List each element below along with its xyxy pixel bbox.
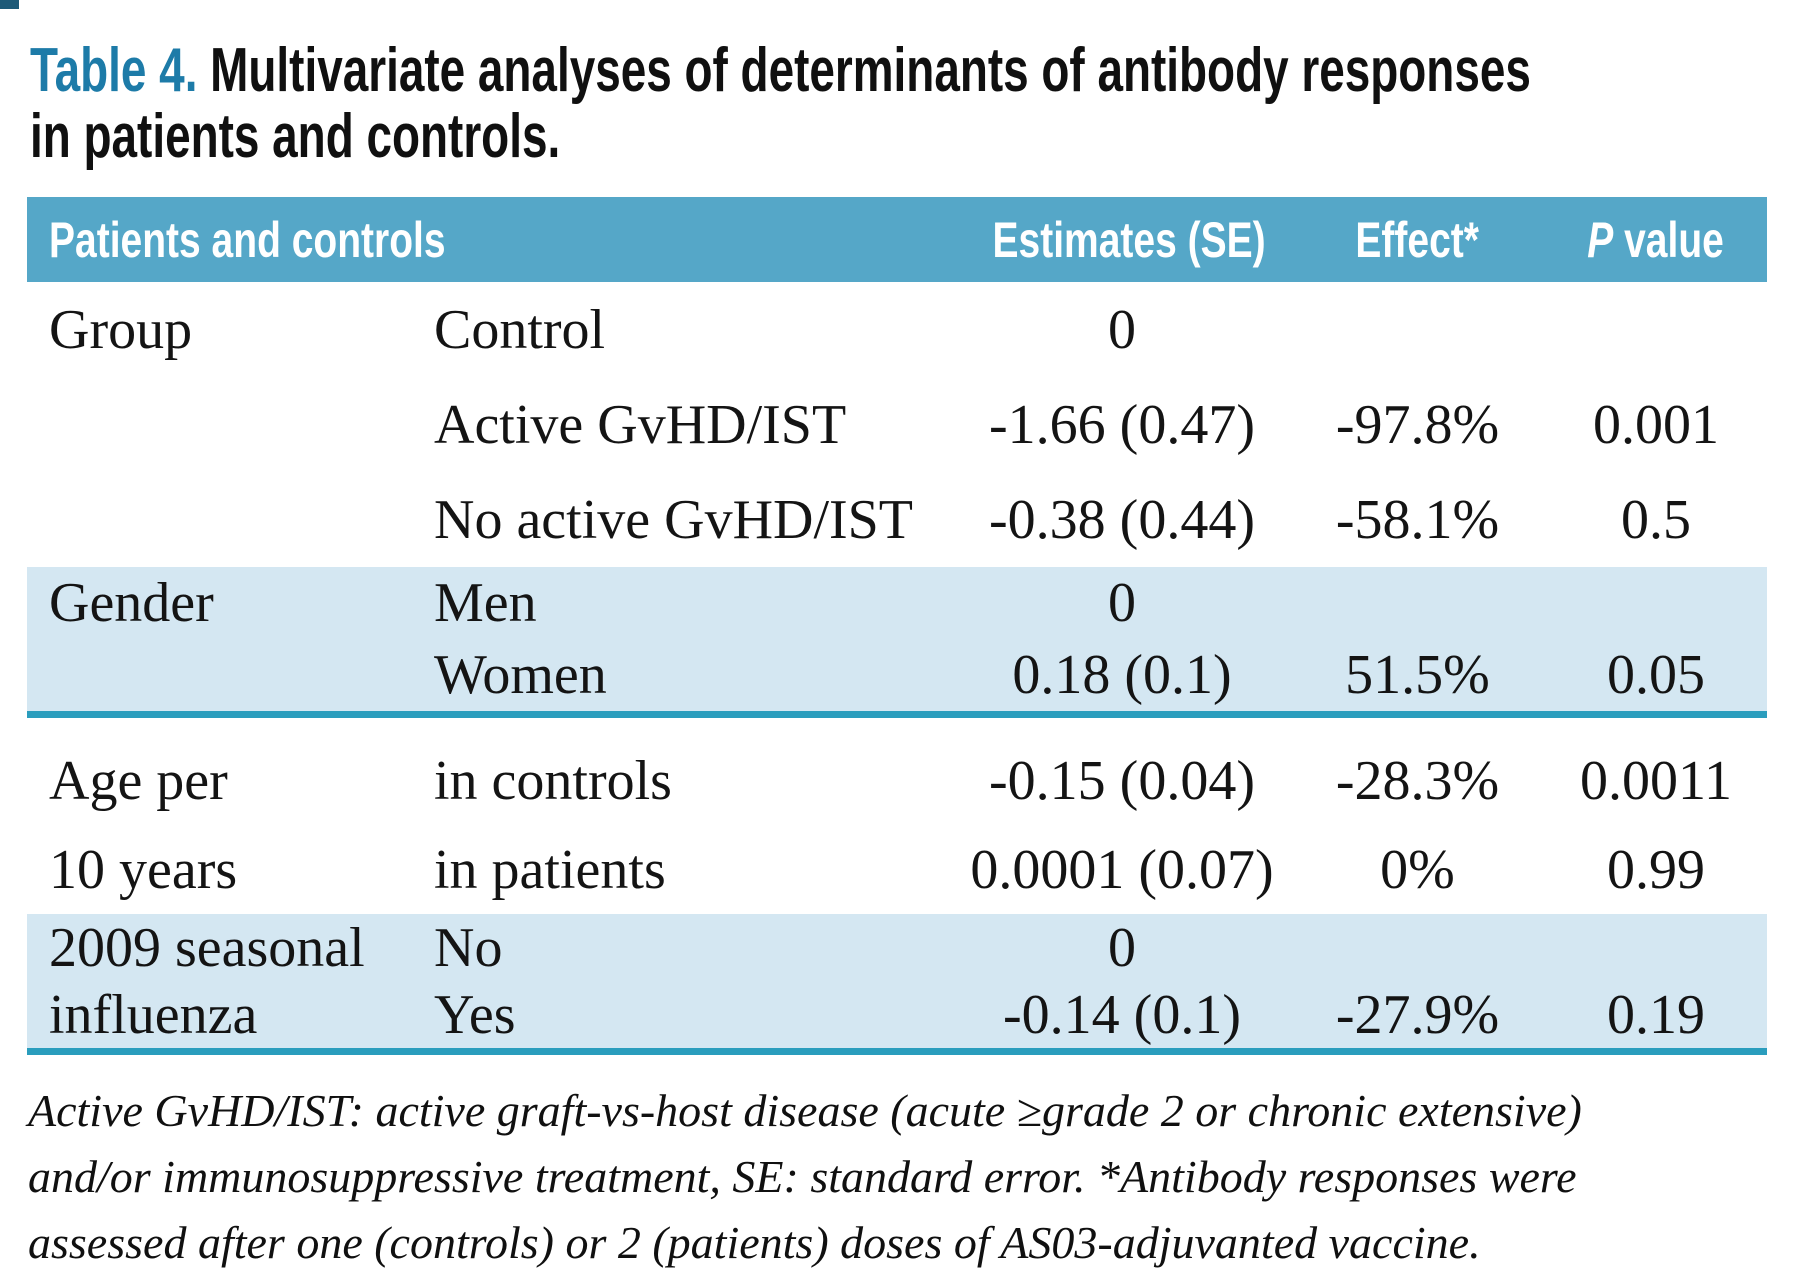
cell-pvalue: 0.19: [1607, 983, 1705, 1046]
cell-effect: 51.5%: [1345, 644, 1490, 706]
cell-category: 2009 seasonal: [49, 916, 365, 979]
cell-level: Active GvHD/IST: [434, 393, 847, 456]
caption-text-line2: in patients and controls.: [30, 102, 561, 171]
footnote-line: and/or immunosuppressive treatment, SE: …: [28, 1151, 1577, 1202]
cell-estimate: 0: [1108, 916, 1136, 979]
table-row: Group Control 0: [27, 282, 1767, 377]
footnote-line: Active GvHD/IST: active graft-vs-host di…: [28, 1085, 1582, 1136]
cell-level: Men: [434, 572, 537, 634]
footnote-line: assessed after one (controls) or 2 (pati…: [28, 1217, 1481, 1268]
table-row: influenza Yes -0.14 (0.1) -27.9% 0.19: [27, 981, 1767, 1048]
cell-level: in patients: [434, 838, 666, 901]
cell-category: Group: [49, 298, 193, 361]
group-block: Group Control 0 Active GvHD/IST -1.66 (0…: [27, 282, 1767, 567]
cell-pvalue: 0.001: [1593, 393, 1719, 456]
table-row: 10 years in patients 0.0001 (0.07) 0% 0.…: [27, 825, 1767, 914]
cell-estimate: 0.0001 (0.07): [970, 838, 1274, 901]
header-estimates-se: Estimates (SE): [992, 211, 1266, 268]
cell-estimate: 0: [1108, 572, 1136, 634]
gender-block: Gender Men 0 Women 0.18 (0.1) 51.5% 0.05: [27, 567, 1767, 718]
cell-effect: -97.8%: [1335, 393, 1500, 456]
age-block: Age per in controls -0.15 (0.04) -28.3% …: [27, 718, 1767, 914]
cell-effect: -27.9%: [1335, 983, 1500, 1046]
cell-estimate: -1.66 (0.47): [989, 393, 1255, 456]
cell-pvalue: 0.05: [1607, 644, 1705, 706]
cell-effect: -58.1%: [1335, 488, 1500, 551]
cell-pvalue: 0.99: [1607, 838, 1705, 901]
table-footnote: Active GvHD/IST: active graft-vs-host di…: [28, 1078, 1788, 1275]
cell-estimate: -0.38 (0.44): [989, 488, 1255, 551]
cell-category: Age per: [49, 749, 228, 812]
cell-effect: -28.3%: [1335, 749, 1500, 812]
cell-level: No: [434, 916, 503, 979]
influenza-block: 2009 seasonal No 0 influenza Yes -0.14 (…: [27, 914, 1767, 1055]
data-table: Patients and controls Estimates (SE) Eff…: [27, 197, 1767, 1055]
cell-category: influenza: [49, 983, 258, 1046]
table-row: Women 0.18 (0.1) 51.5% 0.05: [27, 639, 1767, 711]
cell-level: No active GvHD/IST: [434, 488, 914, 551]
table-row: Gender Men 0: [27, 567, 1767, 639]
table-caption: Table 4. Multivariate analyses of determ…: [30, 38, 1800, 170]
header-p-value: P value: [1587, 211, 1725, 268]
cell-estimate: 0.18 (0.1): [1012, 644, 1232, 706]
table-row: Active GvHD/IST -1.66 (0.47) -97.8% 0.00…: [27, 377, 1767, 472]
table-row: No active GvHD/IST -0.38 (0.44) -58.1% 0…: [27, 472, 1767, 567]
header-patients-and-controls: Patients and controls: [49, 211, 446, 268]
cell-category: Gender: [49, 572, 214, 634]
caption-text-line1: Multivariate analyses of determinants of…: [197, 36, 1531, 105]
cell-estimate: -0.15 (0.04): [989, 749, 1255, 812]
cell-estimate: -0.14 (0.1): [1003, 983, 1241, 1046]
cell-level: in controls: [434, 749, 672, 812]
table-row: Age per in controls -0.15 (0.04) -28.3% …: [27, 736, 1767, 825]
page-corner-mark: [0, 0, 19, 9]
cell-level: Women: [434, 644, 607, 706]
cell-estimate: 0: [1108, 298, 1136, 361]
cell-pvalue: 0.0011: [1580, 749, 1732, 812]
cell-category: 10 years: [49, 838, 238, 901]
cell-pvalue: 0.5: [1621, 488, 1691, 551]
table-row: 2009 seasonal No 0: [27, 914, 1767, 981]
cell-effect: 0%: [1380, 838, 1455, 901]
header-effect: Effect*: [1355, 211, 1480, 268]
cell-level: Yes: [434, 983, 516, 1046]
table-header-row: Patients and controls Estimates (SE) Eff…: [27, 197, 1767, 282]
table-number: Table 4.: [30, 36, 198, 105]
cell-level: Control: [434, 298, 606, 361]
